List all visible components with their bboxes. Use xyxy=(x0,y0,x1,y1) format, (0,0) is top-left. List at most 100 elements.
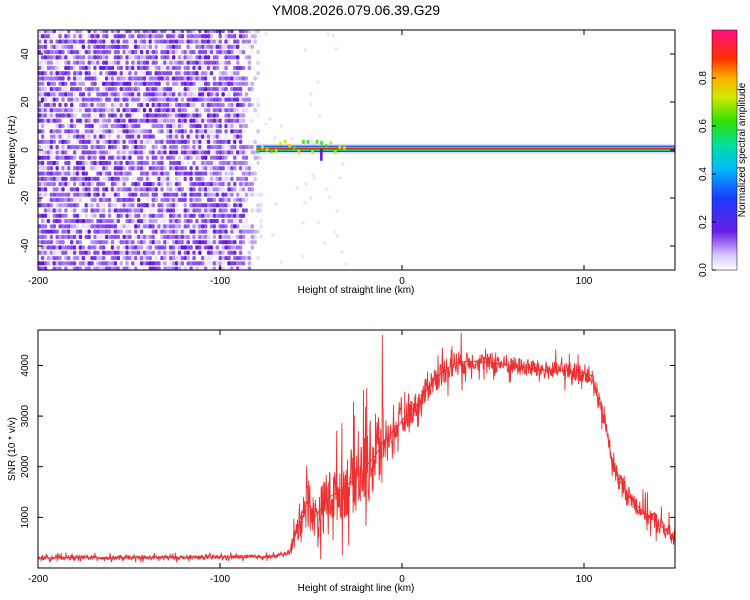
spectrogram-cell xyxy=(99,123,103,129)
spectrogram-cell xyxy=(78,39,83,44)
spectrogram-cell xyxy=(58,208,62,213)
spectrogram-cell xyxy=(233,81,237,86)
spectrogram-cell xyxy=(192,65,196,71)
spectrogram-cell xyxy=(236,92,240,97)
spectrogram-cell xyxy=(116,44,121,49)
spectrogram-cell xyxy=(137,234,141,240)
spectrogram-cell xyxy=(81,261,86,266)
spectrogram-cell xyxy=(142,92,147,97)
spectrogram-cell xyxy=(102,245,106,250)
spectrogram-cell xyxy=(46,55,51,60)
spectrogram-cell xyxy=(49,113,54,118)
spectrogram-cell xyxy=(241,34,246,39)
spectrogram-cell xyxy=(134,213,138,218)
spectrogram-cell xyxy=(198,150,202,155)
spectrogram-cell xyxy=(160,203,164,208)
spectrogram-cell xyxy=(107,129,112,134)
spectrogram-cell xyxy=(198,76,202,81)
spectrogram-cell xyxy=(189,50,193,55)
spectrogram-cell xyxy=(233,255,237,261)
spectrogram-cell xyxy=(171,92,176,97)
spectrogram-cell xyxy=(218,108,222,113)
spectrogram-cell xyxy=(142,266,147,270)
spectrogram-cell xyxy=(154,39,158,44)
spectrogram-cell xyxy=(203,240,208,245)
spectrogram-cell xyxy=(160,245,164,250)
spectrogram-cell xyxy=(110,218,115,224)
spectrogram-cell xyxy=(145,55,150,60)
spectrogram-cell xyxy=(215,86,220,92)
spectrogram-cell xyxy=(137,108,141,113)
spectrogram-cell xyxy=(43,192,48,197)
spectrogram-cell xyxy=(206,34,211,39)
spectrogram-cell xyxy=(145,203,150,208)
spectrogram-cell xyxy=(180,30,185,34)
spectrogram-cell xyxy=(87,255,91,261)
spectrogram-cell xyxy=(233,76,237,81)
spectrogram-cell xyxy=(122,266,126,270)
spectrogram-cell xyxy=(163,245,167,250)
spectrogram-cell xyxy=(148,266,153,270)
spectrogram-cell xyxy=(49,60,54,65)
spectrogram-cell xyxy=(250,224,254,229)
spectrogram-cell xyxy=(221,176,225,181)
spectrogram-cell xyxy=(84,171,88,176)
spectrogram-cell xyxy=(212,81,217,86)
spectrogram-cell xyxy=(163,150,167,155)
signal-speckle xyxy=(301,139,305,144)
spectrogram-cell xyxy=(148,218,153,224)
spectrogram-cell xyxy=(151,266,155,270)
spectrogram-cell xyxy=(70,240,74,245)
spectrogram-cell xyxy=(157,71,161,76)
spectrogram-cell xyxy=(78,76,83,81)
spectrogram-cell xyxy=(195,145,199,150)
spectrogram-cell xyxy=(131,44,135,49)
spectrogram-cell xyxy=(171,113,176,118)
spectrogram-cell xyxy=(212,97,217,102)
spectrogram-cell xyxy=(215,139,220,144)
spectrogram-cell xyxy=(195,108,199,113)
spectrogram-cell xyxy=(93,34,97,39)
spectrogram-cell xyxy=(72,81,77,86)
spectrogram-cell xyxy=(203,155,208,160)
spectrogram-cell xyxy=(206,171,211,176)
spectrogram-cell xyxy=(52,113,56,118)
spectrogram-cell xyxy=(99,60,103,65)
spectrogram-cell xyxy=(166,176,170,181)
spectrogram-cell xyxy=(119,71,123,76)
spectrogram-cell xyxy=(189,30,193,34)
spectrogram-cell xyxy=(230,102,234,108)
spectrogram-cell xyxy=(224,65,228,71)
spectrogram-cell xyxy=(122,118,126,123)
spectrogram-cell xyxy=(67,60,71,65)
spectrogram-cell xyxy=(171,123,176,129)
spectrogram-cell xyxy=(174,71,179,76)
spectrogram-cell xyxy=(160,187,164,192)
spectrogram-cell xyxy=(186,213,190,218)
spectrogram-cell xyxy=(157,92,161,97)
spectrogram-cell xyxy=(58,44,62,49)
spectrogram-cell xyxy=(195,39,199,44)
spectrogram-cell xyxy=(125,218,129,224)
spectrogram-cell xyxy=(169,187,173,192)
spectrogram-cell xyxy=(160,60,164,65)
spectrogram-cell xyxy=(67,240,71,245)
spectrogram-cell xyxy=(122,150,126,155)
spectrogram-cell xyxy=(107,65,112,71)
spectrogram-cell xyxy=(227,255,231,261)
spectrogram-cell xyxy=(49,145,54,150)
spectrogram-cell xyxy=(107,71,112,76)
spectrogram-cell xyxy=(119,76,123,81)
spectrogram-cell xyxy=(198,92,202,97)
spectrogram-cell xyxy=(221,266,225,270)
spectrogram-cell xyxy=(119,261,123,266)
spectrogram-cell xyxy=(166,229,170,234)
spectrogram-cell xyxy=(104,218,109,224)
spectrogram-cell xyxy=(177,187,182,192)
spectrogram-cell xyxy=(49,71,54,76)
spectrogram-cell xyxy=(142,171,147,176)
spectrogram-cell xyxy=(195,218,199,224)
spectrogram-cell xyxy=(247,187,252,192)
spectrogram-cell xyxy=(250,229,254,234)
spectrogram-cell xyxy=(171,192,176,197)
